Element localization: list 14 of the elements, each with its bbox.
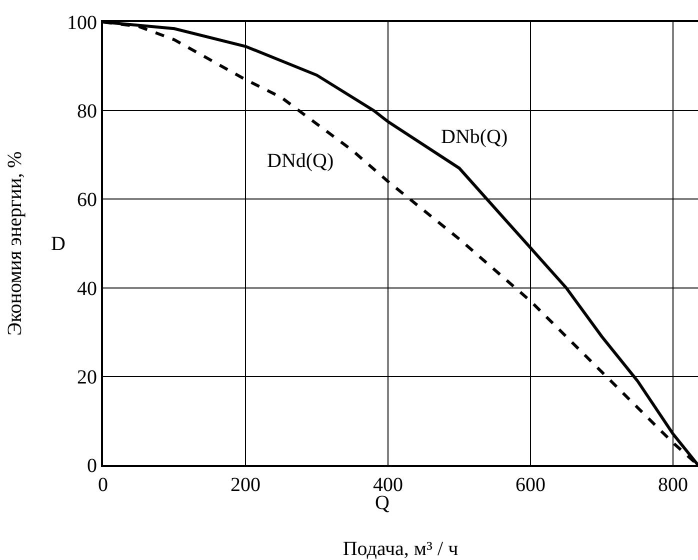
series-label: DNd(Q) <box>267 150 334 172</box>
y-axis-title: Экономия энергии, % <box>4 151 26 336</box>
y-tick-label: 40 <box>77 278 97 300</box>
text: D <box>51 233 66 255</box>
y-tick-label: 80 <box>77 100 97 123</box>
x-tick-label: 600 <box>516 474 546 496</box>
x-tick-label: 800 <box>658 474 688 496</box>
x-tick-label: 200 <box>230 474 261 496</box>
x-axis-title: Подача, м³ / ч <box>342 538 458 560</box>
y-tick-label: 20 <box>77 366 97 388</box>
y-tick-label: 0 <box>87 455 97 477</box>
series-label: DNb(Q) <box>441 126 508 148</box>
y-tick-label: 60 <box>77 189 97 212</box>
y-tick-label: 100 <box>67 12 97 34</box>
